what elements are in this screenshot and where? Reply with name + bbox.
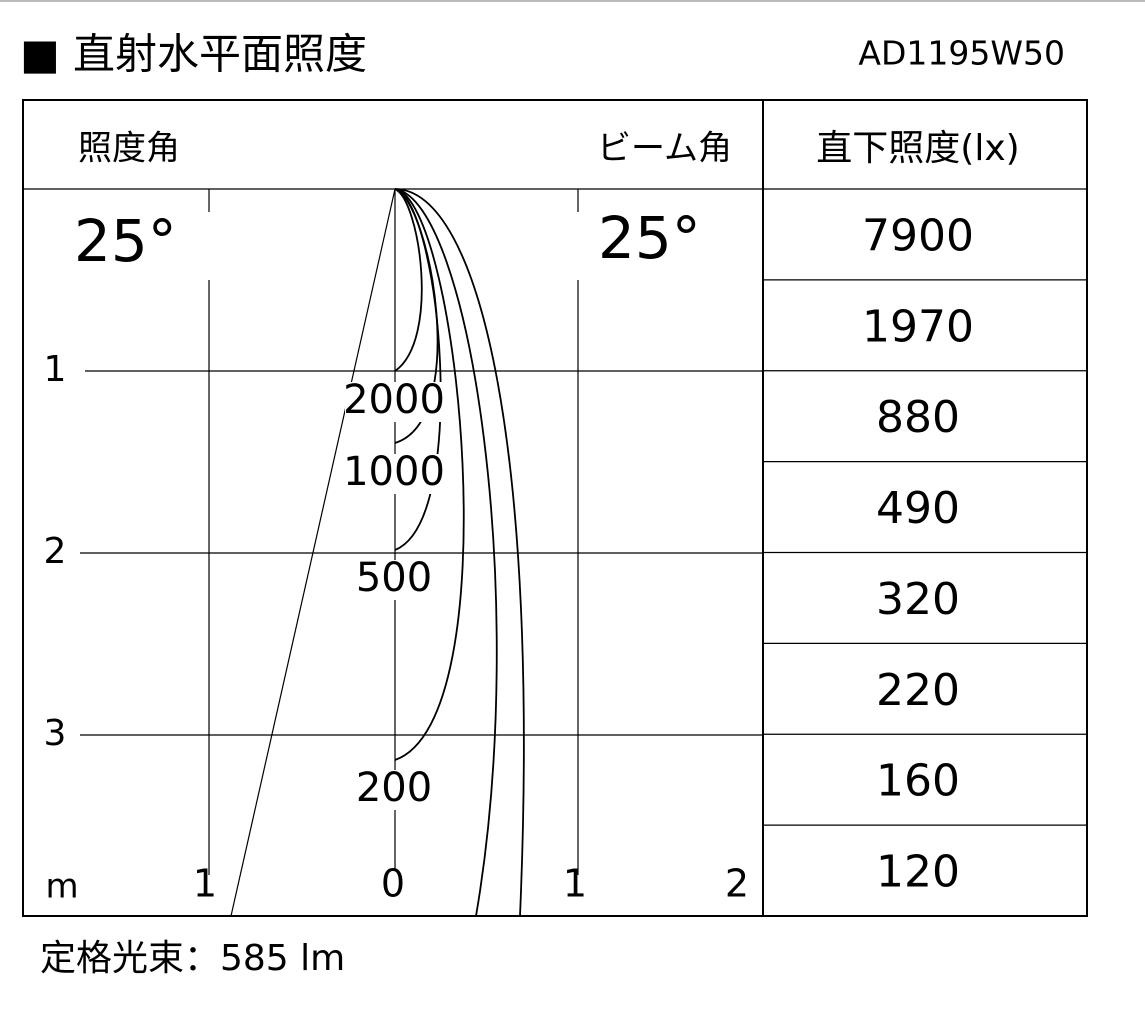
table-value: 320: [876, 574, 960, 625]
table-value: 120: [876, 847, 960, 898]
beam-angle: 25°: [598, 204, 701, 272]
unit: m: [45, 867, 78, 907]
depth-tick: 1: [44, 349, 67, 390]
width-tick: 1: [193, 862, 217, 906]
label-bg: [355, 770, 433, 810]
labels: 7900 1970 880 490 320 220 160 120 1 2 3 m 1 0 1 2 2000 10…: [44, 210, 974, 906]
depth-tick: 2: [44, 531, 67, 572]
curve-label: 500: [356, 555, 432, 601]
curve-label: 2000: [343, 377, 445, 423]
curve-label: 200: [356, 765, 432, 811]
table-value: 1970: [862, 301, 974, 352]
depth-tick: 3: [44, 713, 67, 754]
frame: [22, 99, 1088, 917]
table-value: 490: [876, 483, 960, 534]
illuminance-angle: 25°: [74, 207, 177, 275]
label-bg: [355, 560, 433, 600]
iso-curve: [394, 188, 465, 761]
table-value: 880: [876, 392, 960, 443]
beam-line: [230, 188, 396, 917]
iso-curve: [394, 188, 498, 917]
right-heading: ビーム角: [597, 129, 732, 169]
left-heading: 照度角: [78, 129, 180, 169]
title: ■ 直射水平面照度: [20, 30, 367, 79]
curve-label: 1000: [343, 449, 445, 495]
table-value: 160: [876, 756, 960, 807]
footer: 定格光束：585 lm: [40, 938, 345, 979]
table-heading: 直下照度(lx): [816, 128, 1019, 169]
table-rules: [763, 279, 1087, 826]
width-tick: 1: [563, 862, 587, 906]
width-tick: 0: [381, 862, 405, 906]
label-bg: [345, 382, 443, 422]
iso-curve: [394, 188, 442, 551]
table-value: 7900: [862, 210, 974, 261]
label-bg: [345, 454, 443, 494]
table-value: 220: [876, 665, 960, 716]
model: AD1195W50: [858, 34, 1065, 73]
width-tick: 2: [725, 862, 749, 906]
iso-curve: [394, 188, 423, 372]
iso-curve: [394, 188, 525, 917]
